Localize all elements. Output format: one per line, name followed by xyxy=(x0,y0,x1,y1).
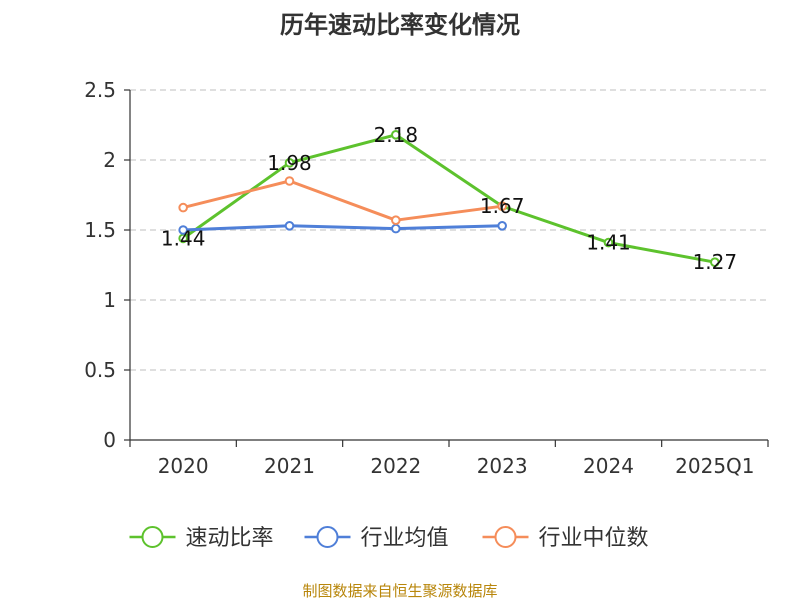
legend[interactable]: 速动比率 行业均值 行业中位数 xyxy=(129,526,649,551)
legend-item[interactable]: 速动比率 xyxy=(129,526,274,551)
y-tick-label: 2 xyxy=(103,148,116,172)
series-point[interactable] xyxy=(497,201,507,211)
x-tick-label: 2021 xyxy=(264,454,315,478)
x-tick-label: 2023 xyxy=(477,454,528,478)
series-line xyxy=(182,133,716,264)
chart-title: 历年速动比率变化情况 xyxy=(280,11,520,39)
legend-marker xyxy=(316,526,339,548)
series-layer xyxy=(178,130,720,268)
data-label: 1.27 xyxy=(693,250,738,274)
series-point[interactable] xyxy=(178,202,188,213)
y-tick-label: 0 xyxy=(103,428,116,452)
series-point[interactable] xyxy=(497,221,507,231)
series-point[interactable] xyxy=(391,223,401,234)
y-tick-label: 1 xyxy=(103,288,116,312)
x-tick-label: 2020 xyxy=(158,454,209,478)
legend-item[interactable]: 行业均值 xyxy=(304,526,449,551)
x-tick-label: 2022 xyxy=(370,454,421,478)
series-point[interactable] xyxy=(391,215,401,225)
axes: 0 0.5 1 1.5 2 2.5 2020 2021 2022 2023 2024 2025Q1 xyxy=(84,78,769,478)
y-tick-label: 2.5 xyxy=(84,78,116,102)
series-point[interactable] xyxy=(710,257,720,268)
x-tick-label: 2024 xyxy=(583,454,634,478)
legend-label: 速动比率 xyxy=(186,526,274,551)
series-line xyxy=(182,179,503,222)
data-label: 1.44 xyxy=(161,226,206,250)
data-label: 2.18 xyxy=(374,123,419,147)
legend-marker xyxy=(494,526,517,548)
series-point[interactable] xyxy=(284,158,295,168)
series-point[interactable] xyxy=(284,176,295,186)
series-point[interactable] xyxy=(284,221,295,231)
y-tick-label: 1.5 xyxy=(84,218,116,242)
source-note: 制图数据来自恒生聚源数据库 xyxy=(302,582,497,600)
legend-item[interactable]: 行业中位数 xyxy=(482,526,649,551)
data-label: 1.41 xyxy=(586,231,631,255)
series-point[interactable] xyxy=(178,225,188,235)
data-label: 1.98 xyxy=(267,151,312,175)
series-point[interactable] xyxy=(391,130,401,140)
legend-label: 行业均值 xyxy=(361,526,449,551)
series-point[interactable] xyxy=(603,237,614,248)
data-label: 1.67 xyxy=(480,194,525,218)
y-tick-label: 0.5 xyxy=(84,358,116,382)
x-tick-label: 2025Q1 xyxy=(675,454,754,478)
grid xyxy=(130,89,768,371)
series-line xyxy=(183,224,503,232)
legend-marker xyxy=(141,526,164,548)
legend-label: 行业中位数 xyxy=(539,526,649,551)
data-labels: 1.44 1.98 2.18 1.67 1.41 1.27 xyxy=(161,123,737,274)
